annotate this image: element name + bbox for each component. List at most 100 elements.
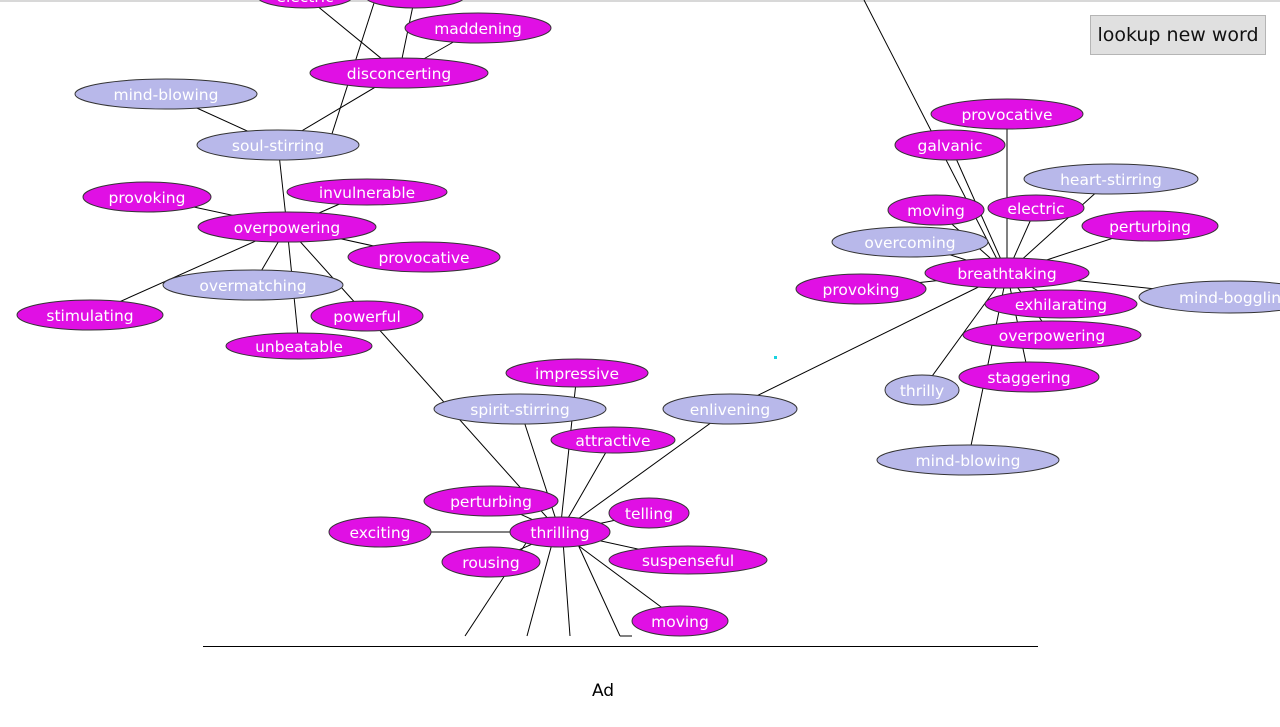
word-node-bubble[interactable] [433,393,607,425]
word-node-overpowering-left[interactable]: overpowering [197,211,377,243]
word-node-bubble[interactable] [662,393,798,425]
word-node-bubble[interactable] [1138,280,1280,314]
word-node-bubble[interactable] [441,546,541,578]
word-node-label: overpowering [999,327,1105,345]
word-node-label: telling [625,505,673,523]
word-node-powerful[interactable]: powerful [310,300,424,332]
word-node-bubble[interactable] [884,374,960,406]
word-node-overmatching[interactable]: overmatching [162,269,344,301]
word-node-label: mind-blowing [916,452,1021,470]
word-node-unbeatable[interactable]: unbeatable [225,332,373,360]
word-node-moving-bottom[interactable]: moving [631,605,729,637]
word-node-bubble[interactable] [196,129,360,161]
word-node-bubble[interactable] [930,98,1084,130]
word-node-label: perturbing [450,493,532,511]
word-node-bubble[interactable] [894,129,1006,161]
word-node-bubble[interactable] [423,485,559,517]
word-node-suspenseful[interactable]: suspenseful [608,545,768,575]
word-node-rousing[interactable]: rousing [441,546,541,578]
word-node-bubble[interactable] [550,426,676,454]
word-node-spirit-stirring[interactable]: spirit-stirring [433,393,607,425]
word-node-bubble[interactable] [286,178,448,206]
graph-edge [559,408,731,533]
word-node-mind-boggling[interactable]: mind-bogglin [1138,280,1280,314]
word-node-galvanic[interactable]: galvanic [894,129,1006,161]
word-node-bubble[interactable] [987,194,1085,222]
word-node-label: thrilling [530,524,589,542]
word-node-provocative-left[interactable]: provocative [347,241,501,273]
word-node-n-top2[interactable] [365,0,465,9]
word-node-provoking-right[interactable]: provoking [795,273,927,305]
word-node-stimulating[interactable]: stimulating [16,299,164,331]
word-node-bubble[interactable] [309,57,489,89]
word-node-heart-stirring[interactable]: heart-stirring [1023,163,1199,195]
word-node-bubble[interactable] [225,332,373,360]
word-node-bubble[interactable] [509,516,611,548]
word-node-electric-right[interactable]: electric [987,194,1085,222]
graph-edge [729,272,1008,410]
word-node-label: staggering [987,369,1070,387]
word-node-label: mind-blowing [114,86,219,104]
word-node-label: attractive [575,432,650,450]
word-node-label: electric [1007,200,1064,218]
word-node-exhilarating[interactable]: exhilarating [984,289,1138,319]
word-node-bubble[interactable] [347,241,501,273]
word-node-mind-blowing-right[interactable]: mind-blowing [876,444,1060,476]
word-node-bubble[interactable] [404,12,552,44]
word-node-bubble[interactable] [795,273,927,305]
word-node-bubble[interactable] [958,361,1100,393]
word-node-bubble[interactable] [505,358,649,388]
word-node-bubble[interactable] [631,605,729,637]
word-node-overcoming[interactable]: overcoming [831,226,989,258]
word-node-bubble[interactable] [984,289,1138,319]
word-node-disconcerting[interactable]: disconcerting [309,57,489,89]
word-node-impressive[interactable]: impressive [505,358,649,388]
word-node-mind-blowing-left[interactable]: mind-blowing [74,78,258,110]
word-node-label: rousing [462,554,519,572]
word-node-bubble[interactable] [876,444,1060,476]
word-node-bubble[interactable] [310,300,424,332]
word-node-telling[interactable]: telling [608,497,690,529]
word-node-bubble[interactable] [1081,210,1219,242]
word-node-soul-stirring[interactable]: soul-stirring [196,129,360,161]
word-node-label: provoking [823,281,900,299]
word-node-overpowering-right[interactable]: overpowering [962,320,1142,350]
word-node-bubble[interactable] [887,194,985,226]
word-node-bubble[interactable] [924,257,1090,289]
word-node-bubble[interactable] [962,320,1142,350]
word-node-bubble[interactable] [1023,163,1199,195]
word-node-bubble[interactable] [74,78,258,110]
word-node-perturbing-bottom[interactable]: perturbing [423,485,559,517]
word-node-provocative-right[interactable]: provocative [930,98,1084,130]
word-node-bubble[interactable] [608,545,768,575]
word-node-perturbing-right[interactable]: perturbing [1081,210,1219,242]
word-node-bubble[interactable] [82,181,212,213]
word-node-label: overpowering [234,219,340,237]
word-node-bubble[interactable] [608,497,690,529]
ad-divider [203,646,1038,647]
word-node-staggering[interactable]: staggering [958,361,1100,393]
word-node-label: overcoming [864,234,955,252]
word-node-bubble[interactable] [162,269,344,301]
word-node-invulnerable[interactable]: invulnerable [286,178,448,206]
word-node-thrilly[interactable]: thrilly [884,374,960,406]
word-node-provoking-left[interactable]: provoking [82,181,212,213]
word-node-enlivening[interactable]: enlivening [662,393,798,425]
word-node-attractive[interactable]: attractive [550,426,676,454]
word-node-bubble[interactable] [328,516,432,548]
word-node-breathtaking[interactable]: breathtaking [924,257,1090,289]
word-node-bubble[interactable] [831,226,989,258]
word-node-exciting[interactable]: exciting [328,516,432,548]
word-node-bubble[interactable] [16,299,164,331]
word-node-electric-top[interactable]: electric [257,0,353,9]
word-node-maddening[interactable]: maddening [404,12,552,44]
word-node-moving-right[interactable]: moving [887,194,985,226]
word-node-bubble[interactable] [257,0,353,9]
lookup-new-word-button[interactable]: lookup new word [1090,15,1266,55]
word-node-label: unbeatable [255,338,343,356]
word-node-thrilling[interactable]: thrilling [509,516,611,548]
word-node-bubble[interactable] [197,211,377,243]
word-node-bubble[interactable] [365,0,465,9]
word-node-label: provocative [378,249,469,267]
